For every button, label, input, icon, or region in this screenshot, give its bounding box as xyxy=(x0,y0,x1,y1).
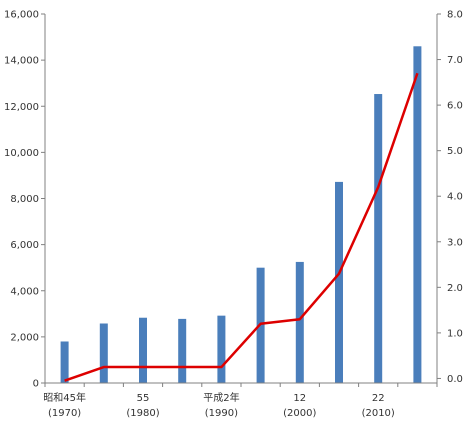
x-tick-sublabel: (2010) xyxy=(362,408,395,419)
bar xyxy=(295,261,304,383)
left-y-axis: 0 2,000 4,000 6,000 8,000 10,000 12,000 14,000 1… xyxy=(4,10,46,390)
right-tick-label: 8.0 xyxy=(447,10,463,21)
x-tick-label: 12 xyxy=(293,393,306,404)
bar xyxy=(178,318,187,383)
x-tick-sublabel: (2000) xyxy=(283,408,316,419)
x-tick-label: 55 xyxy=(137,393,150,404)
bar xyxy=(413,46,422,383)
right-tick-label: 3.0 xyxy=(447,237,463,248)
line-path xyxy=(64,72,419,382)
bar xyxy=(139,317,147,383)
right-tick-label: 0.0 xyxy=(447,374,463,385)
x-tick-label: 22 xyxy=(372,393,385,404)
left-tick-label: 6,000 xyxy=(10,240,39,251)
right-tick-label: 5.0 xyxy=(447,146,463,157)
right-tick-label: 2.0 xyxy=(447,283,463,294)
left-tick-label: 12,000 xyxy=(4,102,39,113)
right-tick-label: 4.0 xyxy=(447,192,463,203)
bar xyxy=(335,181,343,383)
right-tick-label: 1.0 xyxy=(447,328,463,339)
left-tick-label: 4,000 xyxy=(10,286,39,297)
x-tick-sublabel: (1970) xyxy=(48,408,81,419)
x-tick-sublabel: (1980) xyxy=(126,408,159,419)
bar-series xyxy=(60,46,422,383)
left-tick-label: 10,000 xyxy=(4,148,39,159)
x-axis: 昭和45年 (1970) 55 (1980) 平成2年 (1990) 12 (2000) 22 (… xyxy=(43,382,438,419)
bar xyxy=(60,341,69,383)
right-y-axis: 0.0 1.0 2.0 3.0 4.0 5.0 6.0 7.0 8.0 xyxy=(436,10,463,385)
x-tick-label: 昭和45年 xyxy=(43,391,86,404)
x-tick-label: 平成2年 xyxy=(203,391,239,404)
left-tick-label: 8,000 xyxy=(10,194,39,205)
bar xyxy=(374,94,383,383)
right-tick-label: 7.0 xyxy=(447,55,463,66)
x-tick-sublabel: (1990) xyxy=(205,408,238,419)
right-tick-label: 6.0 xyxy=(447,101,463,112)
left-tick-label: 14,000 xyxy=(4,56,39,67)
left-tick-label: 0 xyxy=(33,379,39,390)
bar xyxy=(99,323,108,383)
line-series xyxy=(64,72,419,382)
left-tick-label: 2,000 xyxy=(10,332,39,343)
left-tick-label: 16,000 xyxy=(4,10,39,21)
bar xyxy=(217,315,226,383)
